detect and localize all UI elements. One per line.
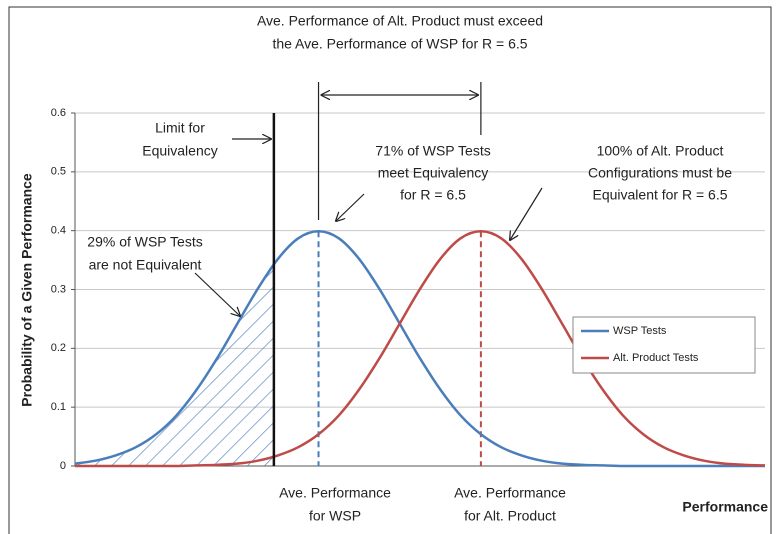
annotation: for R = 6.5 — [400, 187, 466, 203]
annotation-arrow — [336, 193, 365, 221]
x-axis-label: Performance — [682, 499, 768, 515]
annotation: the Ave. Performance of WSP for R = 6.5 — [272, 36, 527, 52]
annotation: for WSP — [309, 508, 361, 524]
annotation: Ave. Performance of Alt. Product must ex… — [257, 13, 543, 29]
series-line — [74, 230, 765, 468]
legend-box — [572, 316, 756, 374]
annotation: Ave. Performance — [454, 485, 566, 501]
y-tick-label: 0.6 — [51, 107, 66, 119]
y-tick-label: 0.3 — [51, 283, 66, 295]
annotation: Equivalent for R = 6.5 — [592, 187, 727, 203]
annotation: Limit for — [155, 120, 205, 136]
annotation: Ave. Performance — [279, 485, 391, 501]
legend-label: WSP Tests — [613, 325, 667, 337]
annotation: 100% of Alt. Product — [597, 143, 724, 159]
annotation: Configurations must be — [588, 165, 732, 181]
y-tick-label: 0.2 — [51, 342, 66, 354]
y-tick-label: 0.1 — [51, 401, 66, 413]
y-tick-label: 0 — [60, 460, 66, 472]
frame — [8, 6, 772, 534]
hatched-area — [75, 264, 274, 466]
y-tick-label: 0.4 — [51, 225, 66, 237]
annotation: 71% of WSP Tests — [375, 143, 490, 159]
legend: WSP Tests Alt. Product Tests — [572, 316, 756, 374]
annotation-arrow — [510, 187, 543, 240]
annotation: 29% of WSP Tests — [87, 234, 202, 250]
annotation: meet Equivalency — [378, 165, 489, 181]
series-line — [75, 230, 766, 468]
y-axis-label: Probability of a Given Performance — [19, 173, 35, 407]
annotation: are not Equivalent — [89, 257, 202, 273]
y-tick-label: 0.5 — [51, 166, 66, 178]
legend-label: Alt. Product Tests — [613, 352, 699, 364]
annotation: Equivalency — [142, 143, 218, 159]
annotation-arrow — [194, 272, 240, 316]
annotation: for Alt. Product — [464, 508, 556, 524]
